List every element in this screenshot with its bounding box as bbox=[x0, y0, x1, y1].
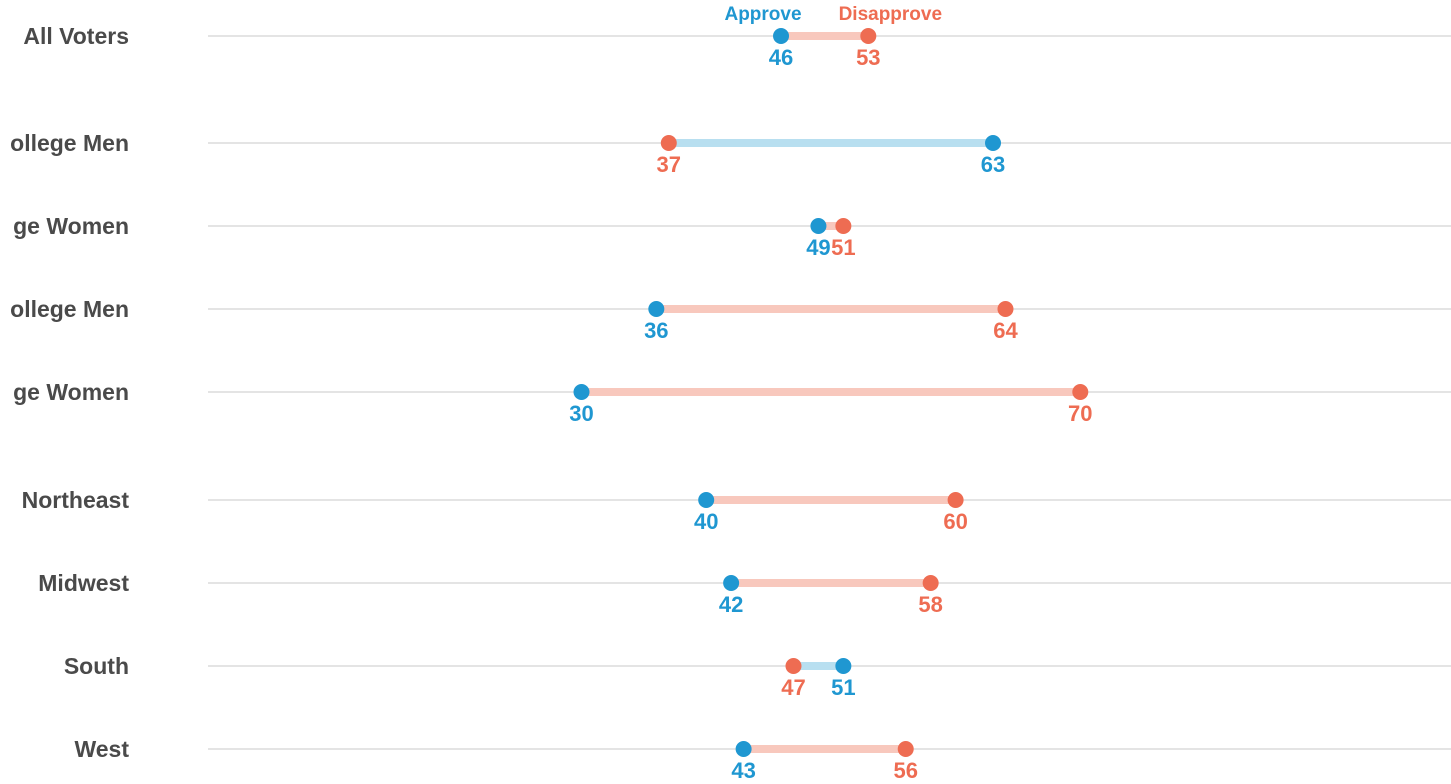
disapprove-value-label: 60 bbox=[943, 509, 967, 534]
row-label: All Voters bbox=[23, 23, 129, 49]
approve-point bbox=[698, 492, 715, 508]
approve-point bbox=[735, 741, 752, 757]
legend-approve-label: Approve bbox=[724, 4, 801, 25]
chart-row: Northeast 40 60 bbox=[22, 487, 1451, 534]
disapprove-value-label: 70 bbox=[1068, 401, 1092, 426]
chart-row: West 43 56 bbox=[74, 736, 1451, 783]
approve-point bbox=[810, 218, 827, 234]
disapprove-point bbox=[947, 492, 964, 508]
chart-row: South 51 47 bbox=[64, 653, 1451, 700]
approve-point bbox=[573, 384, 590, 400]
chart-row: Midwest 42 58 bbox=[38, 570, 1451, 617]
disapprove-point bbox=[660, 135, 677, 151]
disapprove-point bbox=[897, 741, 914, 757]
disapprove-value-label: 53 bbox=[856, 45, 880, 70]
approve-value-label: 46 bbox=[769, 45, 793, 70]
disapprove-value-label: 37 bbox=[657, 152, 681, 177]
approve-value-label: 49 bbox=[806, 235, 830, 260]
row-label: ollege Men bbox=[10, 296, 129, 322]
disapprove-value-label: 58 bbox=[918, 592, 942, 617]
approve-point bbox=[985, 135, 1002, 151]
chart-row: ollege Men 63 37 bbox=[10, 130, 1451, 177]
approve-value-label: 36 bbox=[644, 318, 668, 343]
approve-value-label: 42 bbox=[719, 592, 743, 617]
chart-row: ge Women 30 70 bbox=[13, 379, 1451, 426]
approve-point bbox=[648, 301, 665, 317]
approve-value-label: 30 bbox=[569, 401, 593, 426]
row-label: ollege Men bbox=[10, 130, 129, 156]
chart-row: ge Women 49 51 bbox=[13, 213, 1451, 260]
disapprove-value-label: 64 bbox=[993, 318, 1018, 343]
row-label: South bbox=[64, 653, 129, 679]
approve-point bbox=[835, 658, 852, 674]
legend: Approve Disapprove bbox=[724, 4, 942, 25]
approve-point bbox=[773, 28, 790, 44]
disapprove-value-label: 56 bbox=[893, 758, 917, 783]
approve-value-label: 43 bbox=[731, 758, 755, 783]
chart-row: All Voters 46 53 bbox=[23, 23, 1451, 70]
disapprove-value-label: 47 bbox=[781, 675, 805, 700]
disapprove-point bbox=[835, 218, 852, 234]
row-label: Northeast bbox=[22, 487, 130, 513]
row-label: ge Women bbox=[13, 379, 129, 405]
row-label: West bbox=[74, 736, 129, 762]
disapprove-point bbox=[1072, 384, 1089, 400]
approve-point bbox=[723, 575, 740, 591]
row-label: ge Women bbox=[13, 213, 129, 239]
disapprove-point bbox=[997, 301, 1014, 317]
row-label: Midwest bbox=[38, 570, 129, 596]
disapprove-value-label: 51 bbox=[831, 235, 855, 260]
approve-value-label: 63 bbox=[981, 152, 1005, 177]
disapprove-point bbox=[785, 658, 802, 674]
legend-disapprove-label: Disapprove bbox=[839, 4, 942, 25]
disapprove-point bbox=[922, 575, 939, 591]
approve-value-label: 51 bbox=[831, 675, 855, 700]
chart-row: ollege Men 36 64 bbox=[10, 296, 1451, 343]
disapprove-point bbox=[860, 28, 877, 44]
approve-value-label: 40 bbox=[694, 509, 718, 534]
